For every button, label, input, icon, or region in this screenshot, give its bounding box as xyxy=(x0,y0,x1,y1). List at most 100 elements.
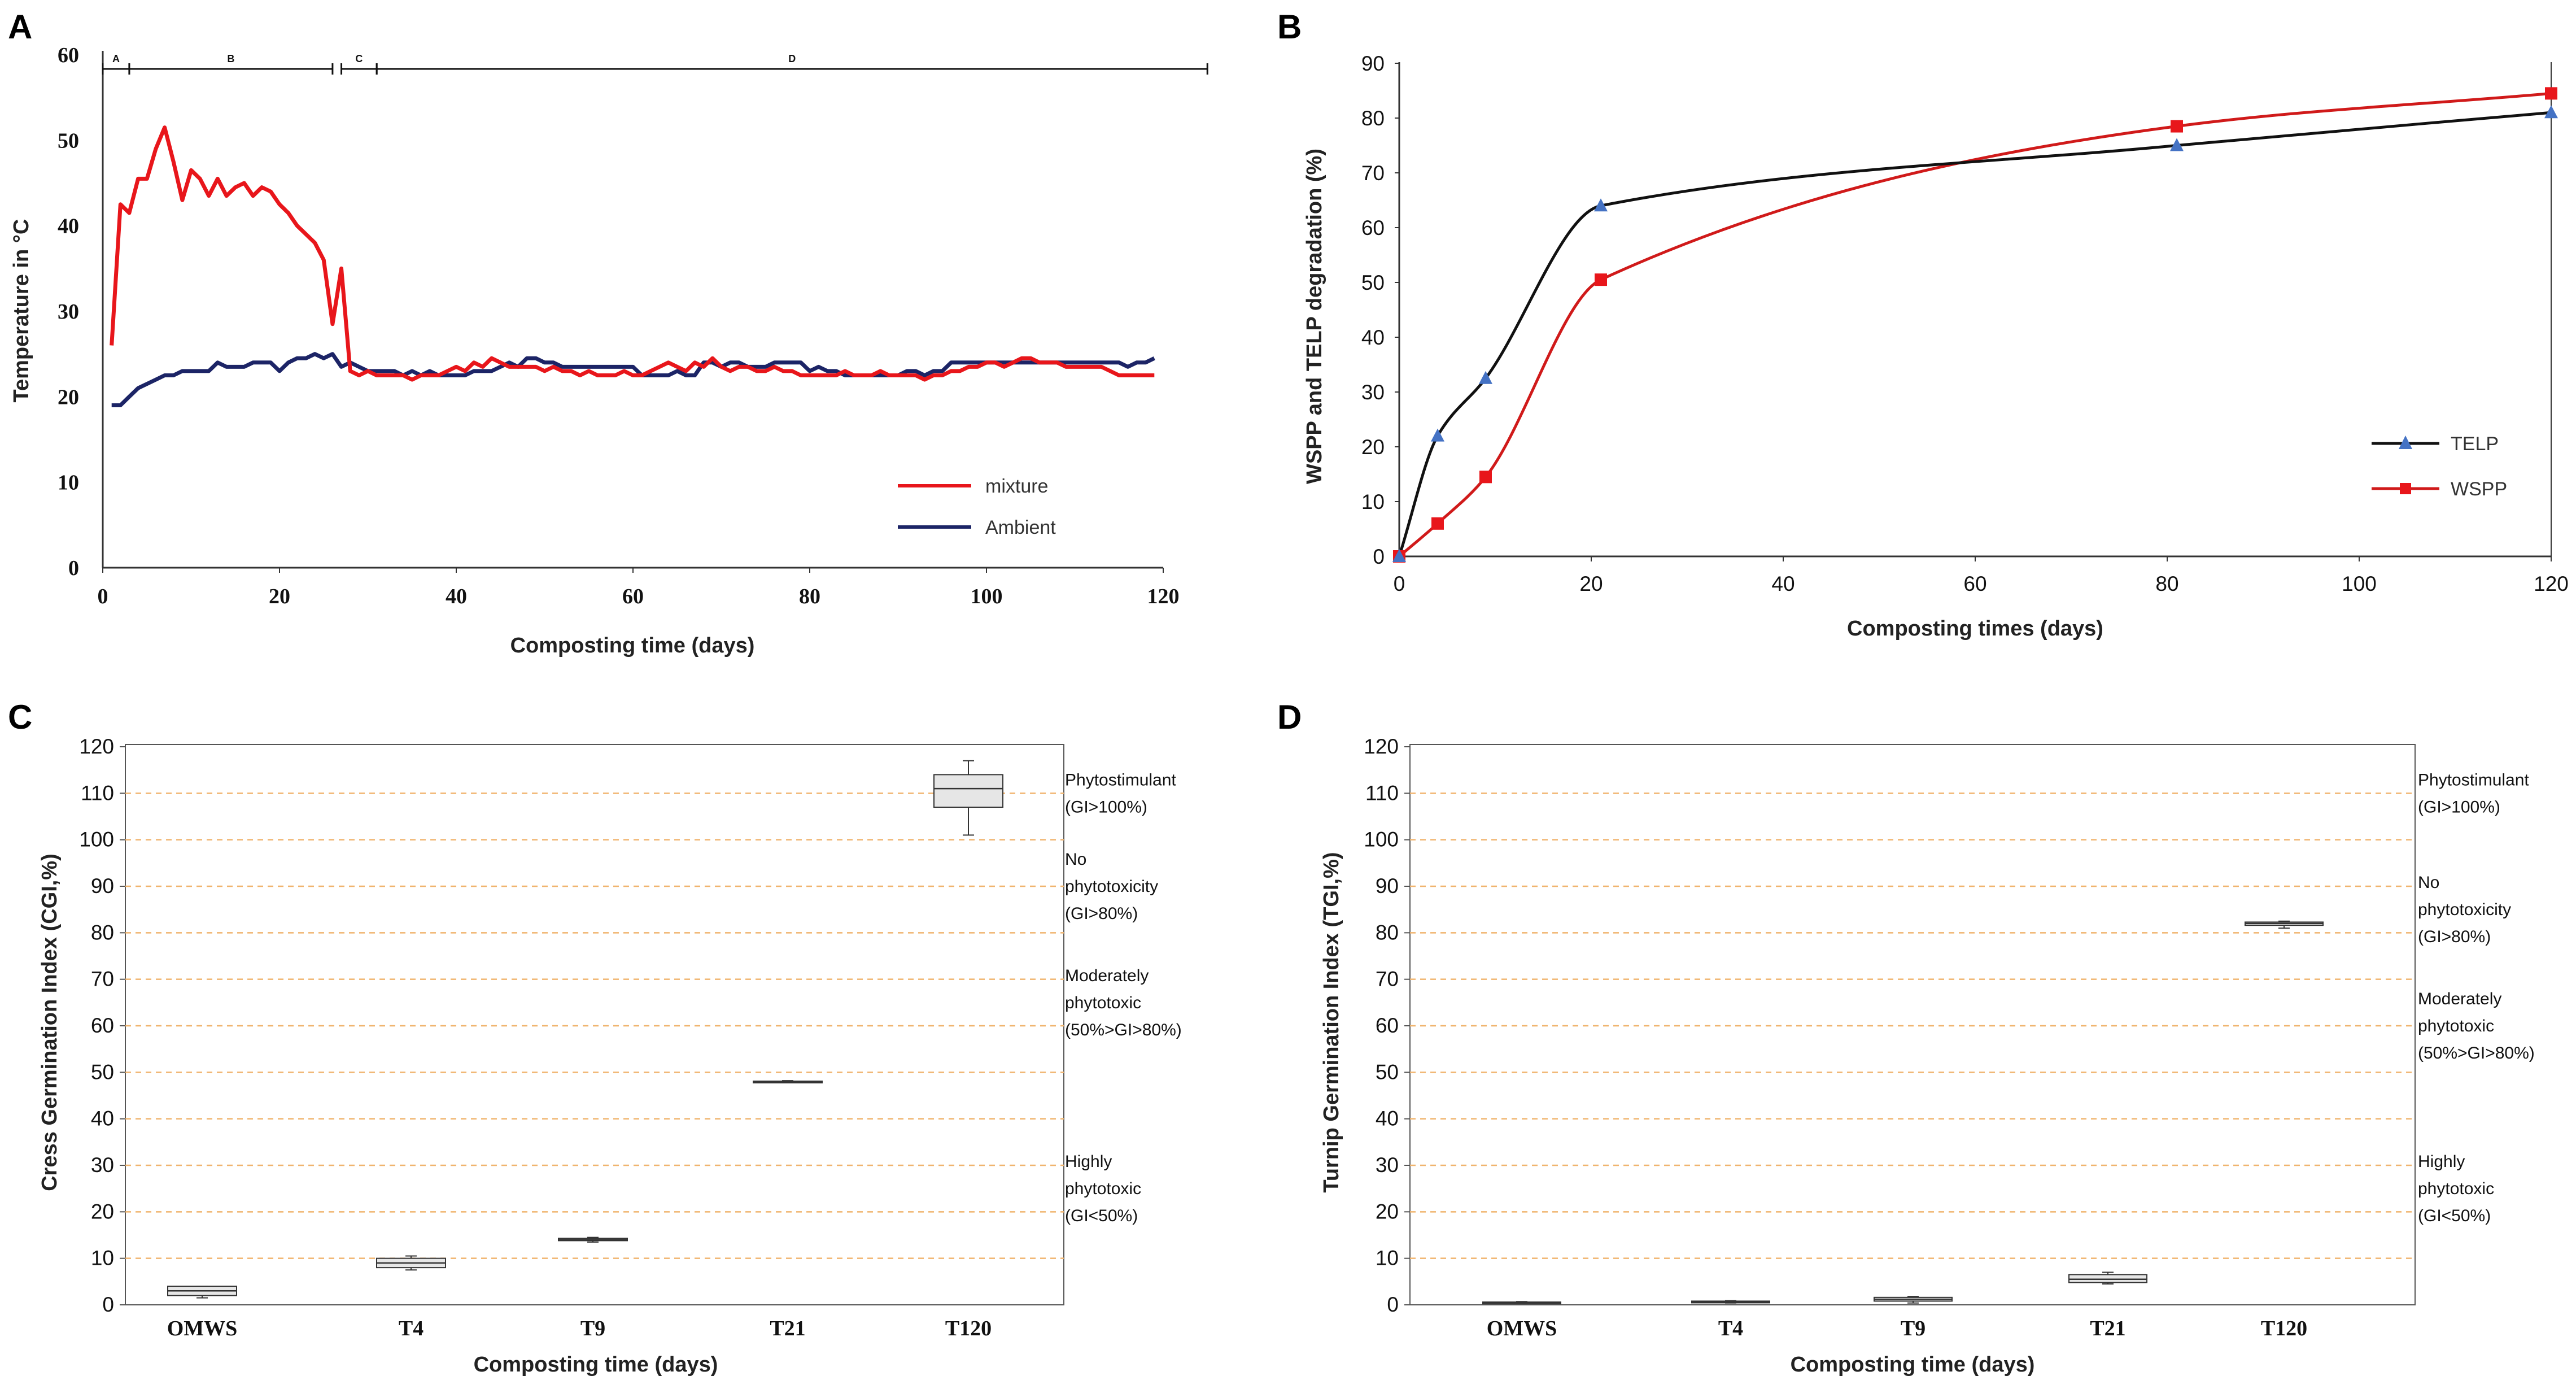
point-telp-3 xyxy=(1594,198,1608,212)
panel-d-x-axis-title: Composting time (days) xyxy=(1791,1353,2035,1377)
panel-d-y-tick-6: 60 xyxy=(1376,1014,1399,1037)
panel-d-y-tick-12: 120 xyxy=(1364,735,1399,758)
panel-a-x-tick-6: 120 xyxy=(1147,585,1180,608)
phase-label-a: A xyxy=(112,53,120,64)
panel-d-annotation-1-line-0: No xyxy=(2418,873,2439,892)
panel-b-y-tick-5: 50 xyxy=(1361,271,1385,294)
phase-label-c: C xyxy=(355,53,363,64)
panel-d-annotation-0-line-0: Phytostimulant xyxy=(2418,770,2529,789)
panel-d-y-tick-0: 0 xyxy=(1387,1293,1399,1316)
panel-d-annotation-2-line-1: phytotoxic xyxy=(2418,1017,2494,1035)
panel-c-annotation-1-line-0: No xyxy=(1065,850,1086,869)
panel-c-annotation-3-line-2: (GI<50%) xyxy=(1065,1207,1138,1225)
panel-d-y-tick-7: 70 xyxy=(1376,968,1399,991)
panel-d-y-tick-8: 80 xyxy=(1376,921,1399,944)
panel-c-x-axis-title: Composting time (days) xyxy=(474,1353,718,1377)
legend-telp-label: TELP xyxy=(2451,433,2499,455)
panel-d-annotation-0-line-1: (GI>100%) xyxy=(2418,798,2500,816)
panel-d-y-tick-2: 20 xyxy=(1376,1200,1399,1223)
panel-a-x-tick-0: 0 xyxy=(98,585,108,608)
point-wspp-5 xyxy=(2545,87,2557,100)
panel-b-x-tick-5: 100 xyxy=(2342,572,2377,595)
panel-b-degradation-chart: 0 10 20 30 40 50 60 70 80 90 0 20 40 60 80 100 120 WSPP … xyxy=(1303,52,2569,641)
panel-d-y-tick-10: 100 xyxy=(1364,828,1399,851)
panel-a-y-tick-6: 60 xyxy=(58,43,79,67)
panel-c-y-tick-1: 10 xyxy=(91,1247,114,1270)
panel-label-c: C xyxy=(8,698,32,736)
panel-label-a: A xyxy=(8,8,32,46)
panel-c-y-tick-4: 40 xyxy=(91,1107,114,1130)
panel-a-x-tick-5: 100 xyxy=(971,585,1003,608)
panel-b-legend: TELP WSPP xyxy=(2372,433,2507,500)
panel-b-y-tick-2: 20 xyxy=(1361,436,1385,459)
panel-a-x-axis-title: Composting time (days) xyxy=(510,634,755,658)
panel-c-x-tick-t21: T21 xyxy=(770,1317,805,1340)
panel-d-annotation-1-line-2: (GI>80%) xyxy=(2418,928,2491,946)
panel-d-annotation-1-line-1: phytotoxicity xyxy=(2418,900,2511,919)
panel-d-x-tick-t120: T120 xyxy=(2261,1317,2307,1340)
panel-c-annotation-2-line-0: Moderately xyxy=(1065,966,1149,985)
panel-b-x-tick-0: 0 xyxy=(1394,572,1405,595)
panel-b-x-axis-title: Composting times (days) xyxy=(1847,617,2103,641)
panel-b-y-axis-title: WSPP and TELP degradation (%) xyxy=(1303,149,1326,484)
point-wspp-3 xyxy=(1595,273,1607,286)
point-wspp-4 xyxy=(2171,120,2183,133)
panel-c-y-tick-9: 90 xyxy=(91,874,114,898)
panel-d-annotation-3-line-1: phytotoxic xyxy=(2418,1179,2494,1198)
point-telp-0 xyxy=(1392,549,1406,562)
panel-a-x-tick-1: 20 xyxy=(269,585,290,608)
series-line-ambient xyxy=(111,352,1155,407)
panel-a-y-axis-title: Temperature in °C xyxy=(10,219,33,403)
point-wspp-2 xyxy=(1479,471,1492,484)
panel-c-annotation-0-line-1: (GI>100%) xyxy=(1065,798,1147,816)
panel-b-x-tick-4: 80 xyxy=(2155,572,2178,595)
panel-b-y-tick-8: 80 xyxy=(1361,107,1385,130)
legend-mixture-label: mixture xyxy=(985,476,1048,497)
panel-d-y-tick-3: 30 xyxy=(1376,1153,1399,1177)
panel-b-y-tick-3: 30 xyxy=(1361,381,1385,404)
point-telp-5 xyxy=(2544,105,2558,119)
panel-a-y-tick-0: 0 xyxy=(68,556,79,580)
panel-d-turnip-germination-chart: 0 10 20 30 40 50 60 70 80 90 100 110 120 OMWS T4 T9 T21 T… xyxy=(1320,735,2535,1377)
panel-b-y-tick-4: 40 xyxy=(1361,326,1385,349)
legend-wspp-label: WSPP xyxy=(2451,478,2507,500)
panel-d-y-tick-1: 10 xyxy=(1376,1247,1399,1270)
panel-b-y-tick-0: 0 xyxy=(1373,545,1385,568)
panel-c-annotation-2-line-1: phytotoxic xyxy=(1065,994,1141,1012)
panel-b-y-tick-7: 70 xyxy=(1361,162,1385,185)
panel-b-x-tick-3: 60 xyxy=(1963,572,1986,595)
legend-wspp-marker xyxy=(2400,483,2411,494)
panel-d-y-tick-4: 40 xyxy=(1376,1107,1399,1130)
panel-c-y-tick-6: 60 xyxy=(91,1014,114,1037)
panel-c-annotation-1-line-2: (GI>80%) xyxy=(1065,904,1138,923)
panel-c-x-tick-t9: T9 xyxy=(580,1317,605,1340)
panel-label-d: D xyxy=(1277,698,1302,736)
panel-c-cress-germination-chart: 0 10 20 30 40 50 60 70 80 90 100 110 120 OMWS T4 T9 T21 T… xyxy=(38,735,1182,1377)
phase-label-d: D xyxy=(788,53,796,64)
panel-d-y-tick-5: 50 xyxy=(1376,1060,1399,1083)
panel-b-x-tick-1: 20 xyxy=(1579,572,1603,595)
panel-a-x-tick-4: 80 xyxy=(799,585,820,608)
panel-a-y-tick-1: 10 xyxy=(58,471,79,495)
panel-c-annotation-3-line-1: phytotoxic xyxy=(1065,1179,1141,1198)
point-wspp-1 xyxy=(1431,517,1444,530)
panel-c-y-tick-3: 30 xyxy=(91,1153,114,1177)
panel-c-y-tick-5: 50 xyxy=(91,1060,114,1083)
point-telp-2 xyxy=(1479,371,1492,384)
panel-c-annotation-2-line-2: (50%>GI>80%) xyxy=(1065,1021,1182,1039)
panel-d-annotation-2-line-2: (50%>GI>80%) xyxy=(2418,1044,2535,1063)
series-line-wspp xyxy=(1398,92,2552,558)
panel-d-x-tick-t9: T9 xyxy=(1901,1317,1926,1340)
panel-a-y-tick-3: 30 xyxy=(58,300,79,324)
panel-d-x-tick-t21: T21 xyxy=(2090,1317,2125,1340)
phase-label-b: B xyxy=(227,53,234,64)
panel-c-x-tick-t4: T4 xyxy=(399,1317,423,1340)
box-c-t120 xyxy=(933,774,1003,808)
panel-a-x-tick-2: 40 xyxy=(446,585,467,608)
panel-d-annotation-3-line-0: Highly xyxy=(2418,1152,2465,1171)
panel-b-x-tick-2: 40 xyxy=(1771,572,1795,595)
panel-a-y-tick-2: 20 xyxy=(58,385,79,409)
panel-a-x-tick-3: 60 xyxy=(622,585,644,608)
panel-b-y-tick-6: 60 xyxy=(1361,216,1385,240)
